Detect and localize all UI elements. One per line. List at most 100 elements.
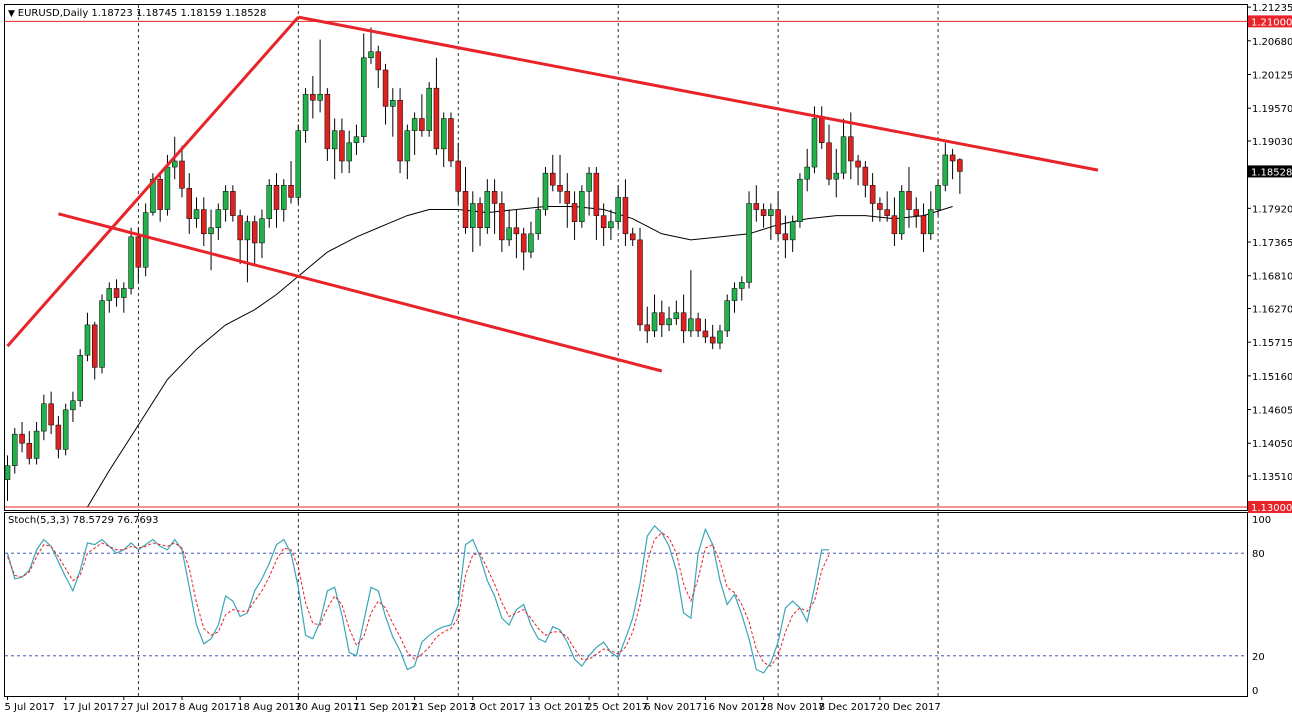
candle <box>869 173 876 222</box>
candle <box>128 227 134 295</box>
candle <box>782 215 789 259</box>
candle-body-bull <box>331 130 338 150</box>
candle <box>346 130 352 174</box>
candle <box>898 185 905 240</box>
candle-body-bull <box>688 318 694 332</box>
hline-badge <box>1248 15 1292 28</box>
candle <box>339 118 345 174</box>
candle-body-bear <box>622 197 629 235</box>
candle <box>266 179 272 228</box>
candle-body-bear <box>571 203 578 222</box>
candle <box>77 349 83 407</box>
candle-body-bear <box>949 154 956 162</box>
candle-body-bear <box>324 93 331 150</box>
candle-body-bull <box>724 300 730 332</box>
candle <box>797 173 803 228</box>
candle <box>179 145 185 198</box>
candle <box>331 118 338 180</box>
candle-body-bull <box>797 178 803 222</box>
candle-body-bear <box>760 209 767 216</box>
moving-average-layer <box>87 206 953 508</box>
candle-body-bear <box>339 130 345 162</box>
candle <box>324 88 331 161</box>
candle-body-bear <box>499 203 505 241</box>
candle-body-bull <box>673 312 680 320</box>
hline-badge <box>1248 500 1292 513</box>
candle <box>855 154 861 186</box>
candle-body-bear <box>186 188 192 219</box>
candle <box>666 306 672 331</box>
candle <box>942 142 949 192</box>
candle-body-bull <box>811 118 818 168</box>
candle-body-bear <box>855 160 861 168</box>
candle-body-bear <box>237 215 243 241</box>
candle-body-bull <box>99 300 105 368</box>
price-tick-label: 1.20680 <box>1252 37 1292 48</box>
candle <box>55 415 62 459</box>
candle-body-bull <box>41 403 47 432</box>
candle-body-bull <box>833 172 840 180</box>
candle <box>651 294 658 338</box>
candle <box>818 106 825 149</box>
candle-body-bull <box>353 136 360 144</box>
candle <box>157 173 163 222</box>
candle-body-bull <box>651 312 658 332</box>
candle-body-bull <box>317 93 323 101</box>
time-tick-label: 20 Dec 2017 <box>877 702 941 713</box>
candle <box>804 148 810 192</box>
candle <box>193 197 200 228</box>
candle <box>215 203 222 240</box>
time-axis-layer: 5 Jul 2017 17 Jul 2017 27 Jul 2017 8 Aug 20… <box>5 696 941 713</box>
candle <box>884 191 890 222</box>
candle-body-bear <box>513 227 520 235</box>
horizontal-lines-layer: 1.21000 1.13000 <box>5 15 1292 514</box>
candle <box>724 294 730 338</box>
candle-body-bear <box>629 233 636 241</box>
chart-header: ▼ EURUSD,Daily 1.18723 1.18745 1.18159 1… <box>8 8 266 19</box>
candle <box>615 185 621 228</box>
header-arrow-icon[interactable]: ▼ <box>8 9 18 19</box>
candle-body-bull <box>368 51 374 59</box>
candle <box>840 118 847 180</box>
candle <box>659 300 665 338</box>
candle-body-bear <box>680 312 687 332</box>
candle-body-bull <box>586 172 592 192</box>
stochastic-layer: 100 80 20 0 <box>5 515 1271 697</box>
candle <box>622 179 629 246</box>
candle-body-bear <box>550 172 556 186</box>
candle-body-bull <box>360 57 367 137</box>
candle <box>259 209 265 259</box>
candle <box>440 112 447 168</box>
candle-body-bull <box>106 288 113 301</box>
price-tick-label: 1.17920 <box>1252 204 1292 215</box>
candle-body-bear <box>310 93 316 101</box>
candle-body-bear <box>957 159 963 172</box>
candle-body-bull <box>266 185 272 219</box>
candle <box>833 148 840 198</box>
price-tick-label: 1.20125 <box>1252 70 1292 81</box>
candle-body-bull <box>295 130 302 198</box>
candle-body-bull <box>390 100 396 107</box>
candle <box>41 394 47 441</box>
candle <box>535 197 541 240</box>
candle <box>608 209 614 240</box>
candle-body-bull <box>281 185 287 210</box>
candle-body-bull <box>666 318 672 326</box>
candle-body-bull <box>804 166 810 180</box>
time-tick-label: 6 Nov 2017 <box>644 702 702 713</box>
time-tick-label: 25 Oct 2017 <box>586 702 648 713</box>
candle <box>571 191 578 240</box>
candle-body-bear <box>891 215 898 235</box>
candle <box>709 324 716 350</box>
candle-body-bear <box>448 118 454 162</box>
candle-body-bear <box>157 178 163 210</box>
candle-body-bear <box>419 118 425 131</box>
time-tick-label: 8 Aug 2017 <box>179 702 237 713</box>
candle-body-bull <box>215 209 222 229</box>
candle <box>949 148 956 180</box>
candle <box>426 82 432 137</box>
candle-body-bull <box>70 400 76 411</box>
candle <box>448 112 454 168</box>
candle-body-bear <box>230 191 236 216</box>
